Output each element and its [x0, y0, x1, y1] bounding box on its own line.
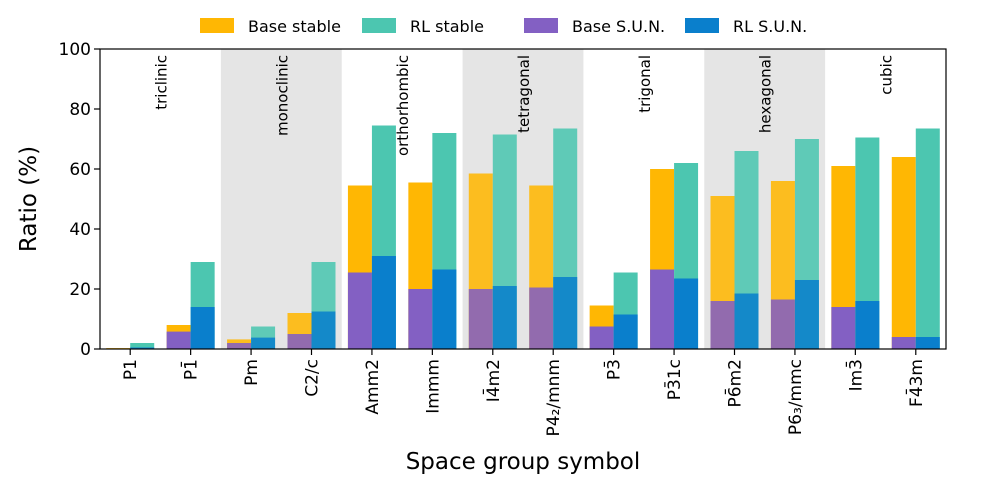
band-label-cubic: cubic — [878, 55, 896, 95]
y-axis-label: Ratio (%) — [16, 146, 42, 252]
band-label-tetragonal: tetragonal — [515, 55, 533, 133]
bar-rl-s-u-n-11 — [794, 280, 819, 349]
y-tick-label-60: 60 — [69, 160, 91, 180]
y-tick-label-80: 80 — [69, 100, 91, 120]
band-label-hexagonal: hexagonal — [757, 55, 775, 133]
y-tick-label-20: 20 — [69, 280, 91, 300]
x-tick-label-6: I4̄m2 — [482, 359, 504, 402]
x-tick-label-11: P6₃/mmc — [786, 359, 806, 435]
bar-base-s-u-n-11 — [770, 299, 795, 349]
x-tick-label-8: P3̄ — [603, 359, 625, 380]
bar-base-s-u-n-5 — [408, 289, 433, 349]
bar-rl-stable-0 — [130, 343, 155, 349]
x-tick-label-2: Pm — [242, 359, 262, 386]
bar-rl-s-u-n-9 — [674, 278, 699, 349]
legend-label-base-stable: Base stable — [248, 17, 341, 36]
bar-rl-s-u-n-10 — [734, 293, 759, 349]
bar-base-s-u-n-13 — [891, 337, 916, 349]
band-label-orthorhombic: orthorhombic — [394, 55, 412, 156]
bar-rl-s-u-n-6 — [492, 286, 517, 349]
bar-rl-s-u-n-13 — [915, 337, 940, 349]
x-tick-label-9: P3̄1c — [663, 359, 685, 400]
x-tick-label-1: P1̄ — [180, 359, 202, 380]
bar-rl-s-u-n-4 — [371, 256, 396, 349]
bar-base-s-u-n-12 — [831, 307, 856, 349]
band-label-triclinic: triclinic — [152, 55, 170, 110]
band-label-monoclinic: monoclinic — [273, 55, 291, 136]
x-tick-label-4: Amm2 — [363, 359, 383, 415]
bar-marks — [106, 125, 940, 349]
bar-base-s-u-n-9 — [650, 269, 675, 349]
bar-base-s-u-n-4 — [347, 272, 372, 349]
legend-label-rl-stable: RL stable — [410, 17, 484, 36]
legend-label-base-s-u-n: Base S.U.N. — [572, 17, 665, 36]
bar-base-s-u-n-7 — [529, 287, 554, 349]
x-tick-label-3: C2/c — [303, 359, 323, 397]
crystal-system-labels: triclinic monoclinic orthorhombic tetragona… — [152, 55, 895, 156]
bar-base-stable-13 — [891, 157, 916, 349]
bar-base-s-u-n-6 — [468, 289, 493, 349]
x-tick-label-7: P4₂/mnm — [544, 359, 564, 437]
legend: Base stable RL stable Base S.U.N. RL S.U.N. — [200, 17, 807, 36]
bar-base-s-u-n-2 — [227, 343, 252, 349]
legend-swatch-rl-stable — [362, 18, 396, 33]
bar-rl-stable-13 — [915, 128, 940, 349]
bar-base-s-u-n-8 — [589, 326, 614, 349]
plot-frame — [99, 48, 947, 350]
x-tick-label-5: Immm — [423, 359, 443, 414]
bar-base-s-u-n-1 — [166, 331, 191, 349]
legend-swatch-base-s-u-n — [524, 18, 558, 33]
bar-base-s-u-n-3 — [287, 334, 312, 349]
y-axis: 0 20 40 60 80 100 — [59, 40, 100, 360]
bar-rl-s-u-n-2 — [251, 337, 276, 349]
legend-label-rl-s-u-n: RL S.U.N. — [733, 17, 807, 36]
bar-rl-s-u-n-8 — [613, 314, 638, 349]
x-tick-label-13: F4̄3m — [905, 359, 927, 407]
bar-rl-s-u-n-7 — [553, 277, 578, 349]
x-tick-label-0: P1 — [121, 359, 141, 380]
bar-rl-s-u-n-3 — [311, 311, 336, 349]
bar-rl-s-u-n-12 — [855, 301, 880, 349]
x-axis-label: Space group symbol — [406, 449, 641, 475]
y-tick-label-0: 0 — [80, 340, 91, 360]
legend-swatch-base-stable — [200, 18, 234, 33]
y-tick-label-100: 100 — [59, 40, 91, 60]
x-tick-label-12: Im3̄ — [844, 359, 866, 391]
bar-rl-s-u-n-0 — [130, 347, 155, 349]
y-tick-label-40: 40 — [69, 220, 91, 240]
x-axis: P1 P1̄ Pm C2/c Amm2 Immm I4̄m2 P4₂/mnm P3̄ P3̄1c P… — [121, 349, 927, 437]
x-tick-label-10: P6̄m2 — [723, 359, 745, 407]
legend-swatch-rl-s-u-n — [685, 18, 719, 33]
bar-base-s-u-n-10 — [710, 301, 735, 349]
bar-rl-s-u-n-5 — [432, 269, 457, 349]
band-label-trigonal: trigonal — [636, 55, 654, 113]
bar-rl-s-u-n-1 — [190, 307, 215, 349]
